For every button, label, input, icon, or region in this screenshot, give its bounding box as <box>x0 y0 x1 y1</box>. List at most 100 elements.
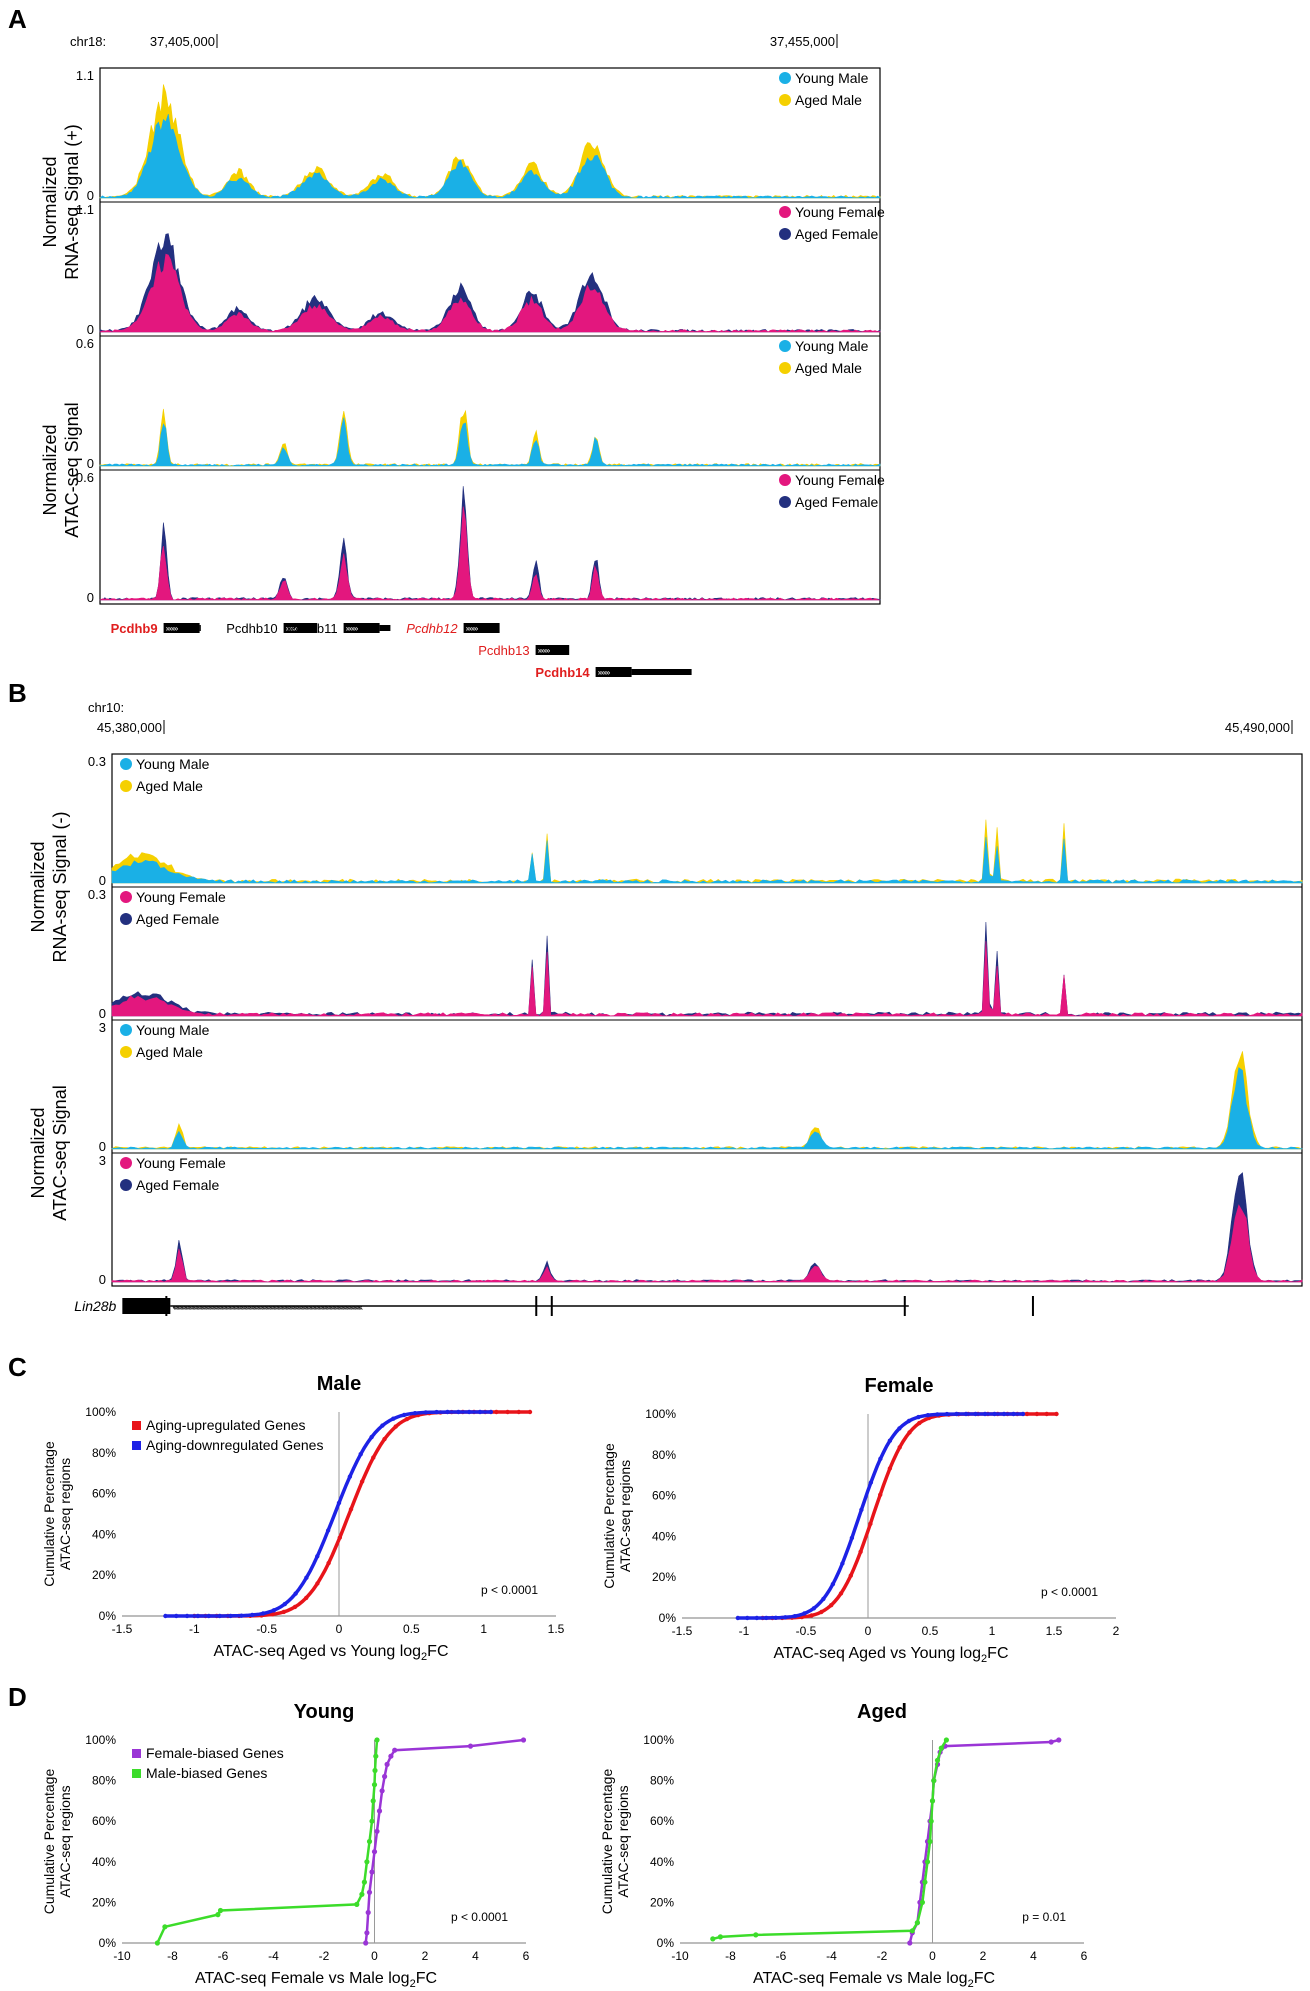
data-point-male-biased-genes <box>374 1737 380 1743</box>
data-point-aging-upregulated-genes <box>404 1416 410 1422</box>
y-axis-label-rna: RNA-seq Signal (-) <box>50 811 70 962</box>
legend-dot-aged-male <box>779 94 791 106</box>
signal-aged-female <box>99 233 881 333</box>
y-axis-label-rna: RNA-seq Signal (+) <box>62 124 82 280</box>
y-tick-label: 80% <box>650 1774 674 1788</box>
gene-label-pcdhb14: Pcdhb14 <box>535 665 590 680</box>
x-tick-label: 4 <box>1030 1949 1037 1963</box>
data-point-female-biased-genes <box>366 1889 373 1895</box>
y-tick-label: 80% <box>652 1448 676 1462</box>
x-tick-label: 1.5 <box>548 1622 565 1636</box>
data-point-aging-downregulated-genes <box>260 1611 266 1616</box>
data-point-male-biased-genes <box>753 1932 759 1938</box>
data-point-male-biased-genes <box>927 1838 933 1845</box>
data-point-female-biased-genes <box>371 1849 378 1855</box>
data-point-male-biased-genes <box>364 1859 370 1865</box>
legend-dot-aged-female <box>120 1179 132 1191</box>
data-point-aging-upregulated-genes <box>505 1409 510 1415</box>
data-point-aging-upregulated-genes <box>917 1420 922 1426</box>
x-tick-label: 2 <box>1113 1624 1120 1638</box>
data-point-aging-downregulated-genes <box>764 1615 769 1621</box>
cdf-chart-male: Male 0% 20% 40% 60% 80% 100% -1.5 -1 -0.5 0 0.5 1 1.5… <box>41 1373 565 1663</box>
series-line-aging-upregulated-genes <box>762 1412 1057 1620</box>
data-point-male-biased-genes <box>717 1934 724 1940</box>
track-ymin-label: 0 <box>99 1006 106 1021</box>
x-tick-label: -4 <box>268 1949 279 1963</box>
legend-label-aging-upregulated-genes: Aging-upregulated Genes <box>146 1417 306 1433</box>
data-point-aging-upregulated-genes <box>1054 1411 1059 1417</box>
y-axis-label: ATAC-seq regions <box>617 1460 633 1572</box>
data-point-aging-upregulated-genes <box>304 1595 309 1601</box>
signal-aged-male <box>99 84 881 199</box>
series-line-aging-downregulated-genes <box>737 1412 1023 1620</box>
y-axis-label: ATAC-seq regions <box>57 1785 73 1897</box>
data-point-male-biased-genes <box>928 1818 934 1824</box>
track-ymin-label: 0 <box>99 1272 106 1287</box>
data-point-male-biased-genes <box>943 1737 950 1743</box>
legend-dot-young-male <box>779 72 791 84</box>
data-point-aging-downregulated-genes <box>954 1411 959 1417</box>
data-point-aging-upregulated-genes <box>326 1560 331 1566</box>
gene-label-lin28b: Lin28b <box>74 1298 116 1314</box>
x-tick-label: -6 <box>776 1949 787 1963</box>
y-axis-label: Cumulative Percentage <box>41 1441 57 1587</box>
gene-exon <box>343 623 380 633</box>
data-point-female-biased-genes <box>907 1940 913 1946</box>
signal-young-female <box>99 253 881 333</box>
data-point-male-biased-genes <box>710 1936 716 1942</box>
x-tick-label: -1 <box>739 1624 750 1638</box>
x-axis-label: ATAC-seq Aged vs Young log2FC <box>214 1643 449 1663</box>
p-value-label: p < 0.0001 <box>481 1583 538 1597</box>
y-tick-label: 60% <box>650 1814 674 1828</box>
y-axis-label: ATAC-seq regions <box>57 1458 73 1570</box>
data-point-aging-downregulated-genes <box>1011 1411 1016 1417</box>
data-point-aging-downregulated-genes <box>358 1452 363 1457</box>
p-value-label: p = 0.01 <box>1022 1910 1066 1924</box>
data-point-aging-downregulated-genes <box>250 1612 255 1618</box>
legend-label-young-female: Young Female <box>136 1155 226 1171</box>
legend-dot-aged-female <box>779 496 791 508</box>
signal-aged-male <box>111 1051 1303 1150</box>
x-tick-label: 0 <box>929 1949 936 1963</box>
data-point-aging-downregulated-genes <box>271 1608 277 1613</box>
track-ymax-label: 3 <box>99 1020 106 1035</box>
data-point-male-biased-genes <box>373 1753 379 1759</box>
gene-exon <box>595 667 632 677</box>
x-tick-label: -8 <box>725 1949 736 1963</box>
series-line-male-biased-genes <box>712 1739 948 1941</box>
legend-label-aging-downregulated-genes: Aging-downregulated Genes <box>146 1437 323 1453</box>
data-point-aging-downregulated-genes <box>380 1423 385 1428</box>
x-tick-label: -0.5 <box>256 1622 277 1636</box>
data-point-female-biased-genes <box>520 1737 527 1743</box>
data-point-male-biased-genes <box>215 1912 221 1918</box>
chart-title: Female <box>865 1375 934 1397</box>
data-point-aging-upregulated-genes <box>1044 1411 1049 1417</box>
data-point-male-biased-genes <box>371 1782 378 1788</box>
data-point-aging-upregulated-genes <box>907 1430 912 1435</box>
y-tick-label: 40% <box>92 1527 116 1541</box>
data-point-aging-downregulated-genes <box>315 1554 320 1559</box>
x-tick-label: -2 <box>319 1949 330 1963</box>
data-point-male-biased-genes <box>354 1901 360 1907</box>
gene-label-pcdhb9: Pcdhb9 <box>111 621 158 636</box>
track-ymax-label: 0.6 <box>76 470 94 485</box>
data-point-aging-downregulated-genes <box>282 1601 287 1607</box>
data-point-aging-upregulated-genes <box>359 1479 365 1484</box>
legend-dot-young-female <box>779 474 791 486</box>
data-point-female-biased-genes <box>365 1909 371 1916</box>
legend-dot-aged-male <box>120 1046 132 1058</box>
signal-young-male <box>99 417 881 467</box>
data-point-aging-downregulated-genes <box>830 1581 836 1587</box>
data-point-aging-downregulated-genes <box>992 1411 997 1417</box>
data-point-male-biased-genes <box>938 1745 944 1751</box>
y-tick-label: 100% <box>85 1405 116 1419</box>
data-point-aging-downregulated-genes <box>445 1409 450 1415</box>
y-tick-label: 20% <box>652 1570 676 1584</box>
data-point-aging-downregulated-genes <box>821 1596 826 1602</box>
x-tick-label: 6 <box>523 1949 530 1963</box>
data-point-aging-downregulated-genes <box>735 1615 740 1621</box>
y-tick-label: 0% <box>99 1609 117 1623</box>
data-point-aging-upregulated-genes <box>838 1591 844 1596</box>
legend-dot-aged-female <box>779 228 791 240</box>
